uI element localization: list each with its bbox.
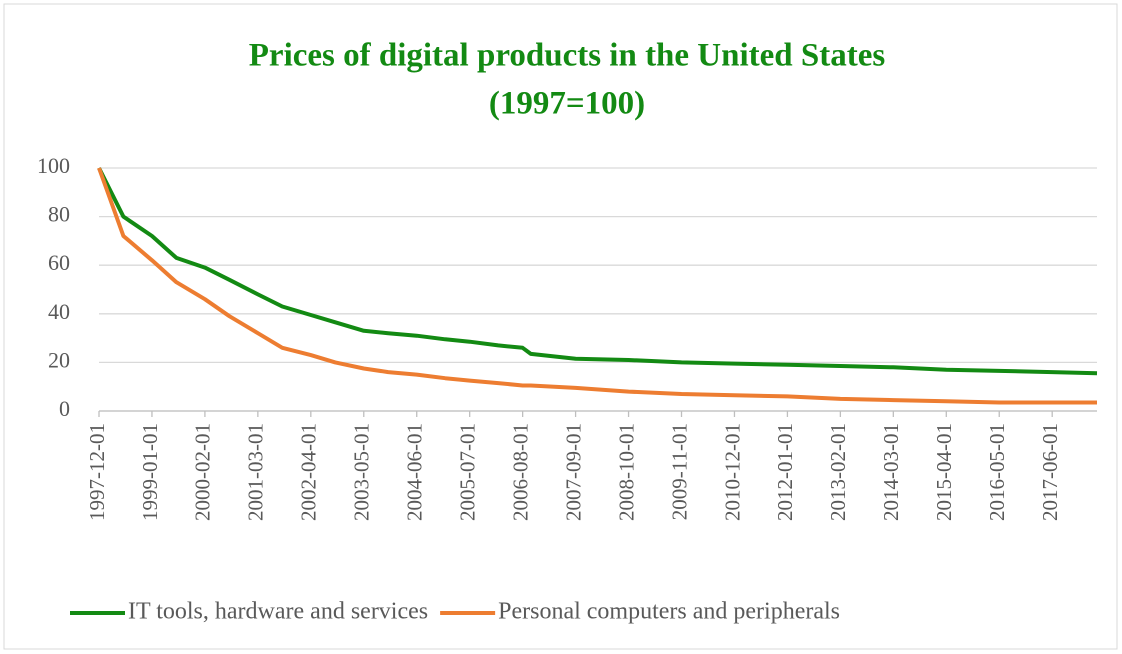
chart-subtitle: (1997=100) — [489, 86, 645, 122]
chart-border — [3, 3, 1118, 650]
series-line — [97, 167, 1098, 376]
x-tick-label: 2004-06-01 — [403, 423, 427, 521]
x-tick-label: 2016-05-01 — [985, 423, 1009, 521]
y-tick-label: 20 — [48, 347, 70, 372]
x-tick-label: 2012-01-01 — [773, 423, 797, 521]
x-tick-label: 2008-10-01 — [614, 423, 638, 521]
y-tick-label: 40 — [48, 299, 70, 324]
x-tick-label: 2009-11-01 — [667, 423, 691, 520]
y-tick-label: 80 — [48, 202, 70, 227]
chart-title: Prices of digital products in the United… — [249, 38, 886, 74]
y-tick-label: 0 — [59, 396, 70, 421]
x-tick-label: 2010-12-01 — [720, 423, 744, 521]
series-line — [97, 167, 1097, 405]
x-tick-label: 1999-01-01 — [138, 423, 162, 521]
x-tick-label: 2001-03-01 — [244, 423, 268, 521]
x-tick-label: 2005-07-01 — [455, 423, 479, 521]
x-tick-label: 2014-03-01 — [879, 423, 903, 521]
x-tick-label: 2015-04-01 — [932, 423, 956, 521]
x-tick-label: 2002-04-01 — [297, 423, 321, 521]
y-tick-label: 100 — [37, 153, 70, 178]
x-tick-label: 2000-02-01 — [191, 423, 215, 521]
legend-label: IT tools, hardware and services — [128, 599, 428, 625]
x-tick-label: 2017-06-01 — [1038, 423, 1062, 521]
x-tick-label: 2007-09-01 — [561, 423, 585, 521]
x-tick-label: 2003-05-01 — [350, 423, 374, 521]
legend-label: Personal computers and peripherals — [498, 599, 840, 625]
x-tick-label: 1997-12-01 — [85, 423, 109, 521]
x-tick-label: 2006-08-01 — [508, 423, 532, 521]
x-tick-label: 2013-02-01 — [826, 423, 850, 521]
y-tick-label: 60 — [48, 250, 70, 275]
